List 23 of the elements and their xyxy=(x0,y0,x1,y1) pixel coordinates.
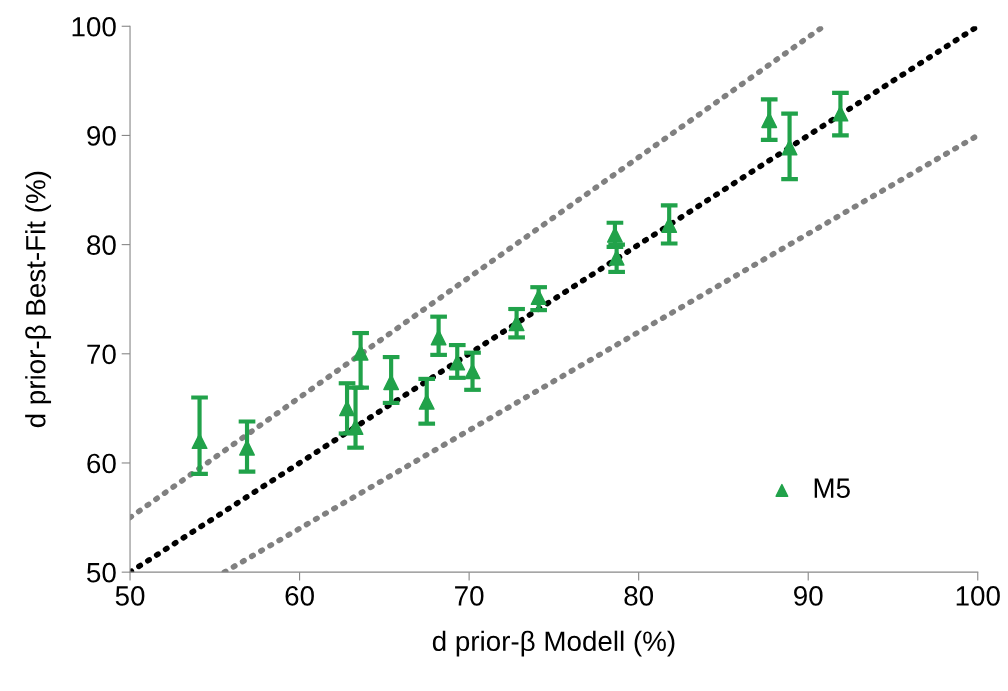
point xyxy=(464,363,481,380)
point xyxy=(508,315,525,332)
x-tick-label: 80 xyxy=(624,586,654,606)
point xyxy=(530,289,547,305)
y-tick-label: 70 xyxy=(87,344,116,365)
x-tick-label: 90 xyxy=(794,586,823,606)
y-tick-label: 90 xyxy=(87,126,116,146)
point xyxy=(383,374,400,391)
x-tick-label: 100 xyxy=(956,586,1000,606)
y-tick-label: 50 xyxy=(87,562,116,583)
y-axis-title: d prior-β Best-Fit (%) xyxy=(25,171,52,428)
x-axis-title: d prior-β Modell (%) xyxy=(432,630,675,657)
point xyxy=(191,433,208,450)
y-tick-label: 100 xyxy=(72,16,116,37)
x-tick-label: 60 xyxy=(285,586,314,606)
point xyxy=(430,329,447,346)
point xyxy=(761,112,778,129)
y-tick-label: 60 xyxy=(87,453,116,474)
legend-label: M5 xyxy=(814,478,850,498)
y-tick-label: 80 xyxy=(87,235,116,255)
x-tick-label: 50 xyxy=(115,586,145,606)
x-tick-label: 70 xyxy=(455,586,484,606)
point xyxy=(781,139,798,156)
